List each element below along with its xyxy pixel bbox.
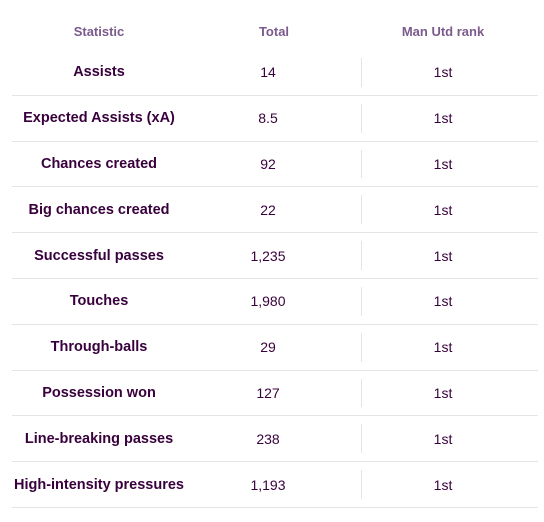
table-row: Successful passes 1,235 1st: [12, 233, 538, 279]
statistic-total: 8.5: [258, 110, 278, 127]
statistic-name: Assists: [73, 64, 125, 81]
header-rank: Man Utd rank: [401, 24, 485, 39]
statistic-total: 238: [256, 430, 280, 447]
column-divider: [361, 103, 362, 133]
statistic-name: Touches: [69, 293, 129, 310]
statistic-total: 14: [260, 64, 276, 81]
table-row: Expected Assists (xA) 8.5 1st: [12, 96, 538, 142]
statistic-name: Successful passes: [34, 247, 164, 264]
man-utd-rank: 1st: [433, 201, 453, 218]
table-header: Statistic Total Man Utd rank: [0, 0, 544, 50]
man-utd-rank: 1st: [433, 155, 453, 172]
table-row: Through-balls 29 1st: [12, 325, 538, 371]
man-utd-rank: 1st: [433, 339, 453, 356]
column-divider: [361, 195, 362, 225]
statistic-name: Through-balls: [50, 339, 148, 356]
statistic-name: Possession won: [42, 384, 156, 401]
man-utd-rank: 1st: [433, 430, 453, 447]
statistic-name: Line-breaking passes: [24, 430, 174, 447]
column-divider: [361, 470, 362, 499]
man-utd-rank: 1st: [433, 384, 453, 401]
table-row: High-intensity pressures 1,193 1st: [12, 462, 538, 508]
table-row: Chances created 92 1st: [12, 142, 538, 188]
man-utd-rank: 1st: [433, 247, 453, 264]
header-total: Total: [258, 24, 290, 39]
table-row: Big chances created 22 1st: [12, 187, 538, 234]
statistic-total: 1,235: [250, 247, 286, 264]
table-row: Assists 14 1st: [12, 50, 538, 96]
header-statistic: Statistic: [73, 24, 125, 39]
statistic-name: Big chances created: [28, 201, 170, 218]
man-utd-rank: 1st: [433, 110, 453, 127]
statistic-name: Chances created: [40, 155, 158, 172]
column-divider: [361, 149, 362, 179]
statistic-total: 127: [256, 384, 280, 401]
statistic-name: Expected Assists (xA): [23, 110, 175, 127]
column-divider: [361, 58, 362, 87]
column-divider: [361, 424, 362, 454]
man-utd-rank: 1st: [433, 476, 453, 493]
statistic-total: 1,980: [250, 293, 286, 310]
statistic-total: 1,193: [250, 476, 286, 493]
statistic-total: 22: [260, 201, 276, 218]
statistic-total: 92: [260, 155, 276, 172]
table-body: Assists 14 1st Expected Assists (xA) 8.5 1st C…: [12, 50, 538, 508]
column-divider: [361, 241, 362, 270]
column-divider: [361, 378, 362, 408]
man-utd-rank: 1st: [433, 64, 453, 81]
column-divider: [361, 332, 362, 362]
column-divider: [361, 286, 362, 316]
statistic-name: High-intensity pressures: [13, 476, 184, 493]
statistic-total: 29: [260, 339, 276, 356]
table-row: Possession won 127 1st: [12, 371, 538, 417]
table-row: Touches 1,980 1st: [12, 279, 538, 325]
man-utd-rank: 1st: [433, 293, 453, 310]
table-row: Line-breaking passes 238 1st: [12, 416, 538, 463]
